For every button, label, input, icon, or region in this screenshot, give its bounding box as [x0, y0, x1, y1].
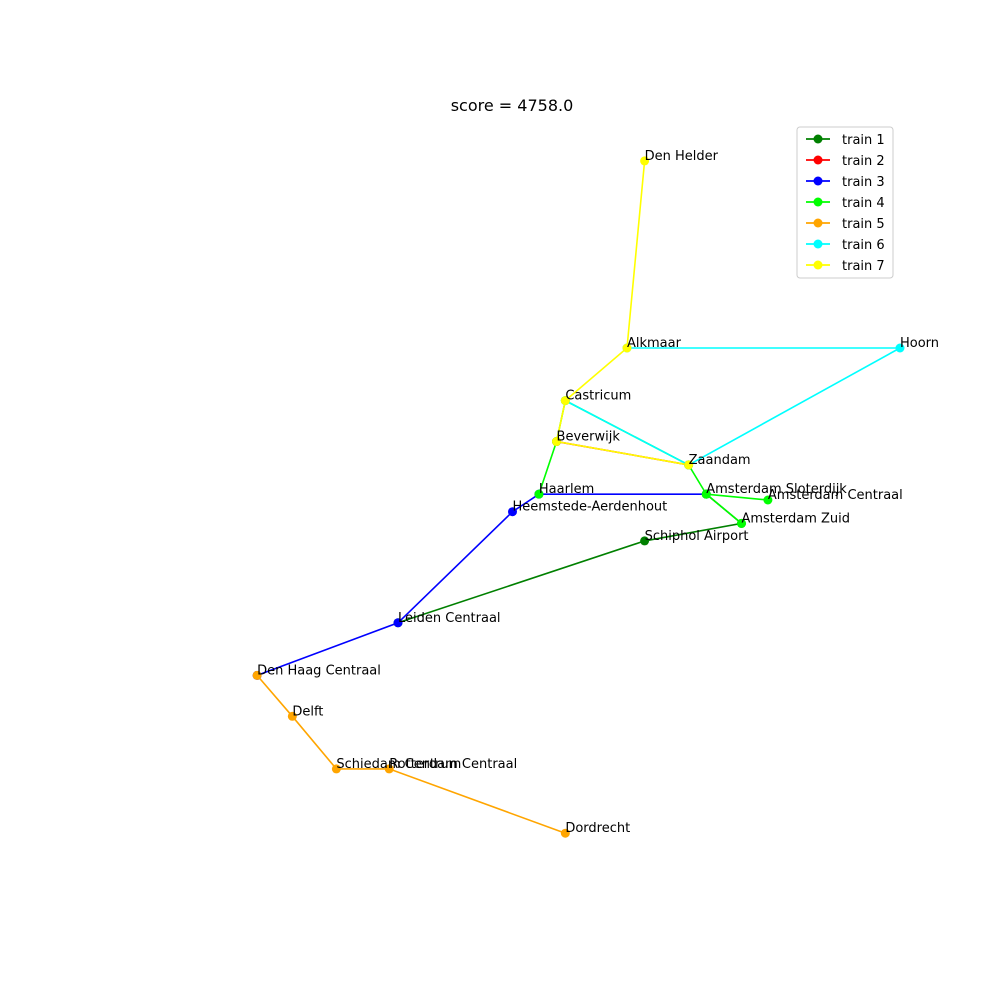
station-label-rotterdam-centraal: Rotterdam Centraal	[389, 757, 517, 772]
station-marker-train-5-1	[384, 764, 394, 774]
station-marker-train-1-1	[640, 536, 650, 546]
station-marker-train-5-3	[287, 711, 297, 721]
legend-marker	[813, 134, 823, 144]
station-label-dordrecht: Dordrecht	[565, 821, 630, 836]
station-label-zaandam: Zaandam	[689, 453, 751, 468]
station-marker-train-5-2	[331, 764, 341, 774]
station-marker-train-5-4	[252, 670, 262, 680]
station-label-haarlem: Haarlem	[539, 482, 594, 497]
station-marker-train-7-2	[560, 396, 570, 406]
station-marker-train-3-2	[508, 507, 517, 517]
legend-label: train 6	[842, 238, 885, 253]
station-label-amsterdam-centraal: Amsterdam Centraal	[768, 488, 903, 503]
legend-entry-train-1: train 1	[806, 133, 885, 148]
legend-entry-train-5: train 5	[806, 217, 885, 232]
legend-marker	[813, 218, 823, 228]
station-label-schiphol-airport: Schiphol Airport	[645, 529, 749, 544]
station-label-beverwijk: Beverwijk	[557, 430, 621, 445]
legend-frame	[796, 126, 894, 279]
station-marker-train-7-3	[552, 437, 562, 447]
station-marker-train-7-1	[622, 343, 632, 353]
station-markers	[252, 156, 905, 838]
legend-entry-train-4: train 4	[806, 196, 885, 211]
station-label-den-haag-centraal: Den Haag Centraal	[257, 663, 381, 678]
route-train-3	[256, 493, 707, 677]
route-train-7	[555, 160, 689, 466]
station-labels: Amsterdam Centraal Amsterdam Zuid Amsterda…	[257, 149, 939, 836]
legend-label: train 4	[842, 196, 885, 211]
legend: train 1 train 2 train 3 train 4 train 5 train…	[796, 126, 894, 279]
route-train-6	[564, 347, 901, 466]
legend-marker	[813, 155, 823, 165]
station-marker-train-7-4	[684, 460, 694, 470]
station-label-delft: Delft	[292, 704, 323, 719]
station-label-schiedam-centrum: Schiedam Centrum	[336, 757, 461, 772]
legend-label: train 2	[842, 154, 885, 169]
station-marker-train-6-1	[895, 343, 905, 353]
station-label-den-helder: Den Helder	[645, 149, 719, 164]
legend-marker	[813, 260, 823, 270]
station-marker-train-4-0	[763, 495, 773, 505]
chart-title: score = 4758.0	[451, 96, 574, 115]
station-marker-train-3-3	[393, 618, 403, 628]
legend-label: train 5	[842, 217, 885, 232]
station-marker-train-7-0	[640, 156, 650, 166]
station-label-heemstede-aerdenhout: Heemstede-Aerdenhout	[513, 500, 668, 515]
legend-marker	[813, 197, 823, 207]
legend-entry-train-6: train 6	[806, 238, 885, 253]
legend-entry-train-7: train 7	[806, 259, 885, 274]
station-label-amsterdam-zuid: Amsterdam Zuid	[741, 511, 850, 526]
station-label-amsterdam-sloterdijk: Amsterdam Sloterdijk	[706, 482, 847, 497]
route-train-5	[256, 674, 566, 834]
station-marker-train-4-2	[736, 518, 746, 528]
station-marker-train-5-0	[560, 828, 570, 838]
legend-entry-train-3: train 3	[806, 175, 885, 190]
station-label-leiden-centraal: Leiden Centraal	[398, 611, 501, 626]
station-label-alkmaar: Alkmaar	[627, 336, 682, 351]
legend-marker	[813, 176, 823, 186]
legend-label: train 3	[842, 175, 885, 190]
station-label-castricum: Castricum	[565, 389, 631, 404]
legend-marker	[813, 239, 823, 249]
legend-label: train 7	[842, 259, 885, 274]
station-marker-train-4-3	[701, 489, 711, 499]
legend-label: train 1	[842, 133, 885, 148]
station-marker-train-4-7	[534, 489, 544, 499]
station-label-hoorn: Hoorn	[900, 336, 939, 351]
legend-entry-train-2: train 2	[806, 154, 885, 169]
